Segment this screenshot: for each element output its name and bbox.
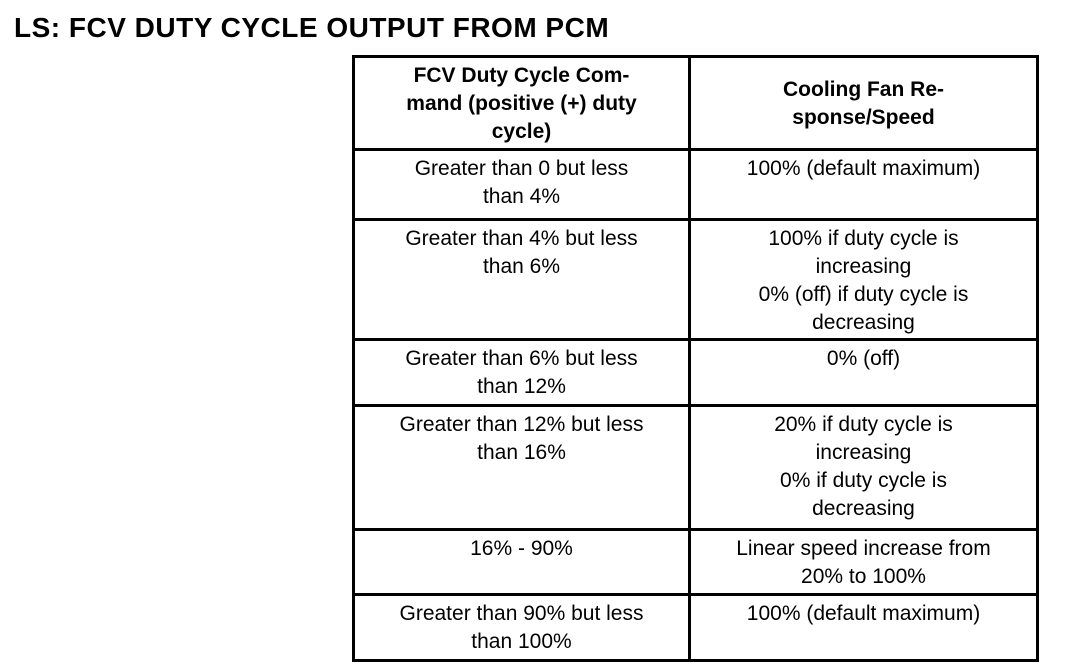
table-row: Greater than 90% but less than 100% 100%… (352, 593, 1039, 663)
cell-command: Greater than 4% but less than 6% (352, 217, 691, 342)
cell-command: Greater than 12% but less than 16% (352, 404, 691, 532)
cell-command: Greater than 0 but less than 4% (352, 147, 691, 221)
cell-response: Linear speed increase from 20% to 100% (688, 528, 1039, 597)
table-row: Greater than 0 but less than 4% 100% (de… (352, 147, 1039, 221)
table-row: Greater than 12% but less than 16% 20% i… (352, 404, 1039, 532)
cell-response: 100% (default maximum) (688, 147, 1039, 221)
header-cell-response: Cooling Fan Re- sponse/Speed (688, 55, 1039, 151)
table-header-row: FCV Duty Cycle Com- mand (positive (+) d… (352, 55, 1039, 151)
cell-command: Greater than 6% but less than 12% (352, 338, 691, 408)
table-row: Greater than 6% but less than 12% 0% (of… (352, 338, 1039, 408)
fcv-duty-cycle-table: FCV Duty Cycle Com- mand (positive (+) d… (352, 55, 1039, 663)
cell-command: 16% - 90% (352, 528, 691, 597)
header-cell-command: FCV Duty Cycle Com- mand (positive (+) d… (352, 55, 691, 151)
table-row: Greater than 4% but less than 6% 100% if… (352, 217, 1039, 342)
cell-response: 20% if duty cycle is increasing 0% if du… (688, 404, 1039, 532)
page-title: LS: FCV DUTY CYCLE OUTPUT FROM PCM (14, 12, 610, 43)
cell-response: 0% (off) (688, 338, 1039, 408)
cell-response: 100% if duty cycle is increasing 0% (off… (688, 217, 1039, 342)
cell-response: 100% (default maximum) (688, 593, 1039, 663)
table-row: 16% - 90% Linear speed increase from 20%… (352, 528, 1039, 597)
cell-command: Greater than 90% but less than 100% (352, 593, 691, 663)
